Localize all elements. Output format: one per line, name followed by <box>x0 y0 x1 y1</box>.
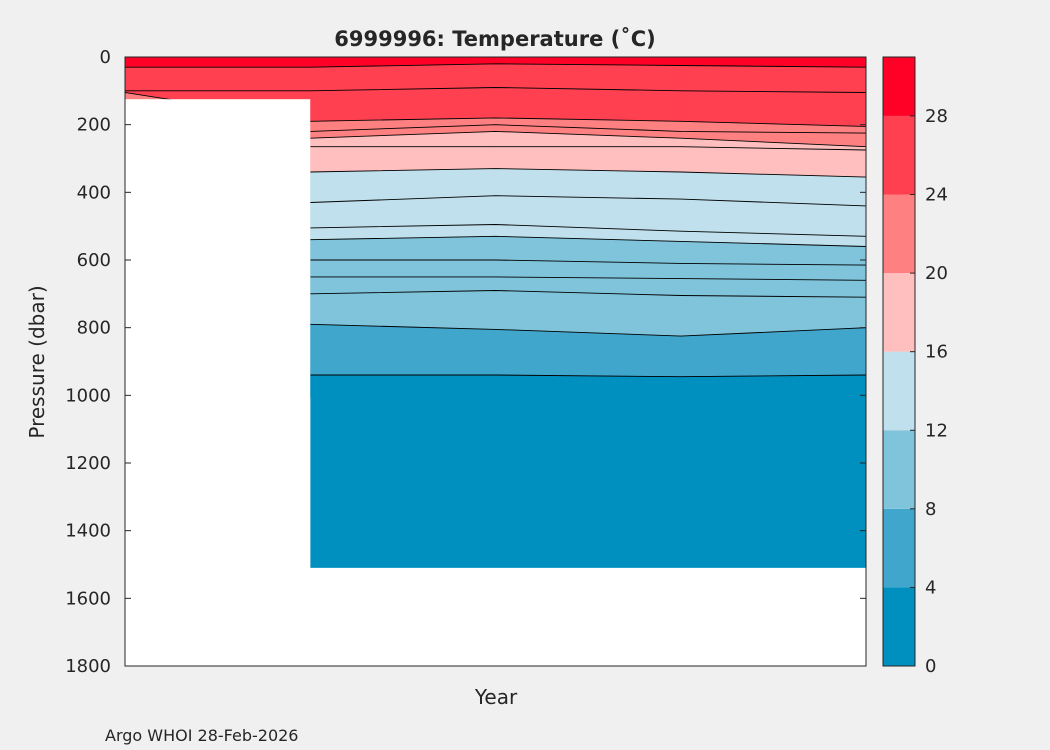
temperature-band <box>124 66 311 92</box>
isotherm-line <box>310 224 867 237</box>
temperature-band <box>309 87 496 122</box>
isotherm-line <box>310 276 867 281</box>
colorbar-band <box>883 351 915 431</box>
colorbar-tick-label: 20 <box>925 263 948 284</box>
temperature-band <box>495 63 682 92</box>
colorbar-band <box>883 57 915 116</box>
isotherm-line <box>310 323 867 337</box>
temperature-band <box>309 374 496 569</box>
temperature-band <box>309 236 496 261</box>
isotherm-line <box>310 235 867 247</box>
y-axis-label: Pressure (dbar) <box>25 285 49 438</box>
no-data-region <box>310 567 496 666</box>
colorbar-bottom-label: 0 <box>925 656 936 677</box>
y-tick-label: 1200 <box>65 453 111 474</box>
temperature-band <box>309 259 496 278</box>
colorbar-tick-label: 24 <box>925 185 948 206</box>
no-data-region <box>125 99 311 666</box>
temperature-band <box>309 63 496 92</box>
colorbar-tick-label: 28 <box>925 106 948 127</box>
y-tick-label: 200 <box>77 115 111 136</box>
y-axis: 0 200 400 600 800 1000 1200 1400 1600 1800 <box>65 47 866 677</box>
colorbar-band <box>883 273 915 352</box>
chart-title: 6999996: Temperature (˚C) <box>334 27 655 51</box>
temperature-band <box>309 323 496 376</box>
temperature-band <box>495 168 682 200</box>
isotherm-line <box>125 87 867 93</box>
plot-frame <box>124 56 867 667</box>
y-tick-label: 600 <box>77 250 111 271</box>
isotherm-line <box>310 130 867 148</box>
isotherm-line <box>125 63 867 68</box>
colorbar-band <box>883 115 915 195</box>
colorbar-band <box>883 194 915 274</box>
y-tick-label: 400 <box>77 182 111 203</box>
no-data-region <box>680 567 866 666</box>
temperature-band <box>495 87 682 122</box>
footer-credit: Argo WHOI 28-Feb-2026 <box>105 726 298 745</box>
temperature-band <box>495 374 682 569</box>
colorbar-tick-label: 12 <box>925 420 948 441</box>
y-tick-label: 800 <box>77 318 111 339</box>
temperature-band <box>680 374 867 569</box>
temperature-band <box>309 146 496 173</box>
isotherm-line <box>310 168 867 178</box>
y-tick-label: 1000 <box>65 385 111 406</box>
temperature-band <box>309 290 496 330</box>
temperature-band <box>680 278 867 298</box>
no-data-region <box>495 567 681 666</box>
temperature-band <box>680 90 867 127</box>
temperature-band <box>495 329 682 378</box>
colorbar-band <box>883 587 915 666</box>
isotherm-line <box>310 195 867 207</box>
colorbar-frame <box>882 56 916 667</box>
colorbar-tick-label: 4 <box>925 577 936 598</box>
colorbar-tick-label: 8 <box>925 499 936 520</box>
y-tick-label: 0 <box>100 47 111 68</box>
y-tick-label: 1400 <box>65 521 111 542</box>
x-axis-label: Year <box>474 685 518 709</box>
isotherm-line <box>310 374 867 378</box>
temperature-band <box>495 290 682 337</box>
y-tick-label: 1800 <box>65 656 111 677</box>
colorbar: 4 8 12 16 20 24 28 0 <box>882 56 948 677</box>
colorbar-tick-label: 16 <box>925 342 948 363</box>
temperature-band <box>495 146 682 173</box>
y-tick-label: 1600 <box>65 588 111 609</box>
isotherm-line <box>310 290 867 298</box>
isotherm-line <box>310 124 867 134</box>
isotherm-line <box>310 259 867 266</box>
temperature-band <box>124 56 311 68</box>
isotherm-line <box>310 146 867 151</box>
plot-area <box>124 56 867 667</box>
temperature-band <box>680 263 867 281</box>
colorbar-band <box>883 508 915 588</box>
temperature-band <box>680 65 867 93</box>
colorbar-band <box>883 430 915 509</box>
